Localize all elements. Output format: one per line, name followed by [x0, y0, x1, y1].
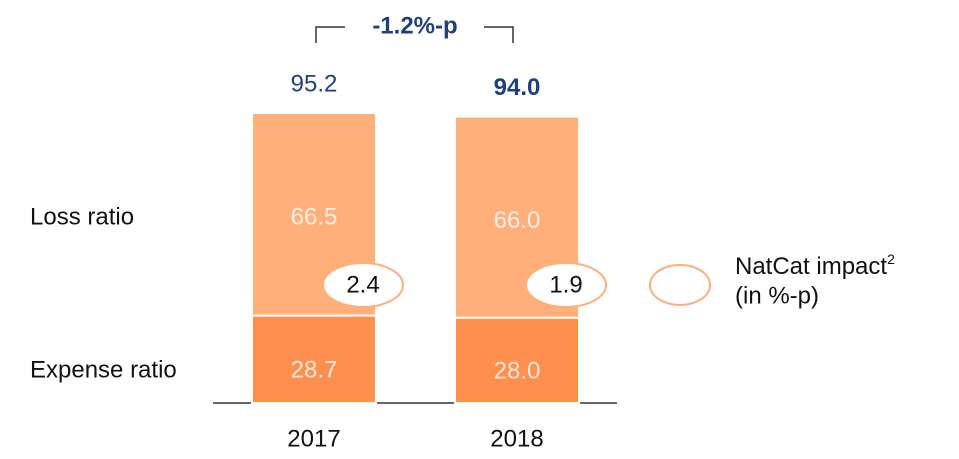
legend-superscript: 2: [887, 251, 895, 267]
segment-label: 28.0: [494, 358, 541, 385]
natcat-marker: [525, 262, 607, 308]
natcat-label: 1.9: [549, 271, 582, 298]
series-label: Loss ratio: [30, 203, 134, 230]
segment-label: 66.0: [494, 207, 541, 234]
x-tick-label: 2018: [490, 425, 543, 452]
bracket: [315, 26, 514, 43]
segment-label: 28.7: [291, 357, 338, 384]
total-label: 95.2: [291, 70, 338, 97]
annotation: -1.2%-p: [372, 12, 457, 39]
bar-segment: [251, 314, 377, 404]
legend-label: NatCat impact2: [735, 251, 895, 281]
bracket-left: [315, 26, 345, 43]
legend-marker: [649, 264, 711, 306]
bracket-right: [484, 26, 514, 43]
legend-name: NatCat impact: [735, 253, 887, 280]
natcat-marker: [322, 262, 404, 308]
x-tick-label: 2017: [287, 425, 340, 452]
legend-unit: (in %-p): [735, 282, 819, 309]
natcat-label: 2.4: [346, 271, 379, 298]
series-label: Expense ratio: [30, 357, 177, 384]
segment-label: 66.5: [291, 203, 338, 230]
bar-segment: [454, 316, 580, 404]
total-label: 94.0: [494, 74, 541, 101]
